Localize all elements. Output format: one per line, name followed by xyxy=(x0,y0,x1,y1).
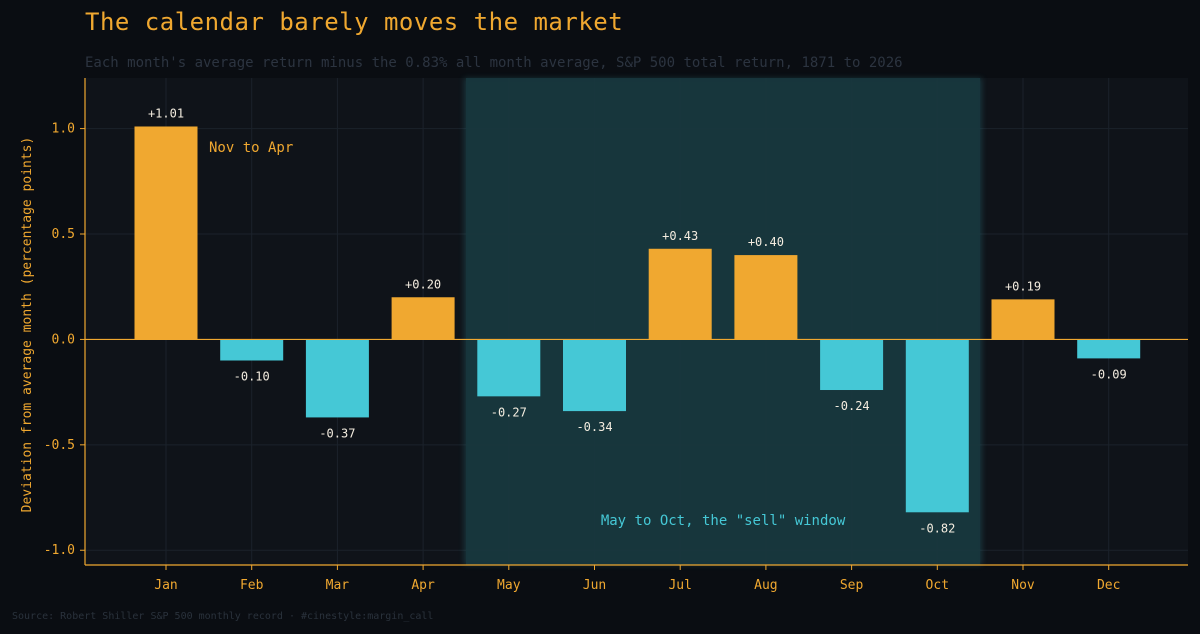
x-tick-label: Nov xyxy=(1011,578,1035,593)
value-label: -0.34 xyxy=(576,420,612,434)
x-tick-label: May xyxy=(497,578,521,593)
chart-subtitle: Each month's average return minus the 0.… xyxy=(85,55,903,71)
highlight-band xyxy=(465,78,981,565)
x-tick-label: Jun xyxy=(583,578,606,593)
annotation-nov-apr: Nov to Apr xyxy=(209,140,293,156)
x-tick-label: Jan xyxy=(154,578,177,593)
value-label: -0.09 xyxy=(1091,367,1127,381)
y-tick-label: -1.0 xyxy=(44,543,75,558)
annotation-sell-window: May to Oct, the "sell" window xyxy=(601,513,846,529)
value-label: +0.20 xyxy=(405,277,441,291)
y-tick-label: 0.0 xyxy=(52,332,75,347)
x-tick-label: Jul xyxy=(668,578,691,593)
bar-apr xyxy=(391,297,455,340)
y-axis-label: Deviation from average month (percentage… xyxy=(20,137,35,513)
x-tick-label: Apr xyxy=(411,578,435,593)
value-label: +0.43 xyxy=(662,229,698,243)
bar-mar xyxy=(305,339,369,418)
value-labels: +1.01 -0.10 -0.37 +0.20 -0.27 -0.34 +0.43 +0.40… xyxy=(148,106,1127,535)
value-label: -0.24 xyxy=(834,399,870,413)
value-label: +1.01 xyxy=(148,106,184,120)
bars-group xyxy=(134,126,1141,513)
x-tick-label: Dec xyxy=(1097,578,1120,593)
y-tick-label: -0.5 xyxy=(44,438,75,453)
bar-nov xyxy=(991,299,1055,340)
tick-labels: Jan Feb Mar Apr May Jun Jul Aug Sep Oct Nov Dec 1.0 0… xyxy=(20,122,1120,593)
annotations: Nov to Apr May to Oct, the "sell" window xyxy=(209,140,846,529)
x-tick-label: Mar xyxy=(326,578,350,593)
bar-aug xyxy=(734,255,798,340)
value-label: -0.10 xyxy=(234,370,270,384)
bar-dec xyxy=(1077,339,1141,359)
bar-jun xyxy=(563,339,626,412)
bar-may xyxy=(477,339,541,397)
x-tick-label: Oct xyxy=(926,578,949,593)
value-label: -0.82 xyxy=(919,521,955,535)
value-label: -0.37 xyxy=(319,426,355,440)
y-tick-label: 1.0 xyxy=(52,122,75,137)
x-tick-label: Feb xyxy=(240,578,264,593)
value-label: -0.27 xyxy=(491,405,527,419)
value-label: +0.19 xyxy=(1005,279,1041,293)
x-tick-label: Sep xyxy=(840,578,864,593)
bar-jul xyxy=(648,248,712,340)
bar-oct xyxy=(905,339,969,513)
value-label: +0.40 xyxy=(748,235,784,249)
bar-sep xyxy=(820,339,884,391)
source-note: Source: Robert Shiller S&P 500 monthly r… xyxy=(12,611,434,622)
bar-jan xyxy=(134,126,198,340)
bar-feb xyxy=(220,339,284,361)
sell-window-highlight xyxy=(463,78,983,565)
chart-title: The calendar barely moves the market xyxy=(85,8,624,36)
axes xyxy=(80,78,1188,570)
x-tick-label: Aug xyxy=(754,578,777,593)
y-tick-label: 0.5 xyxy=(52,227,75,242)
